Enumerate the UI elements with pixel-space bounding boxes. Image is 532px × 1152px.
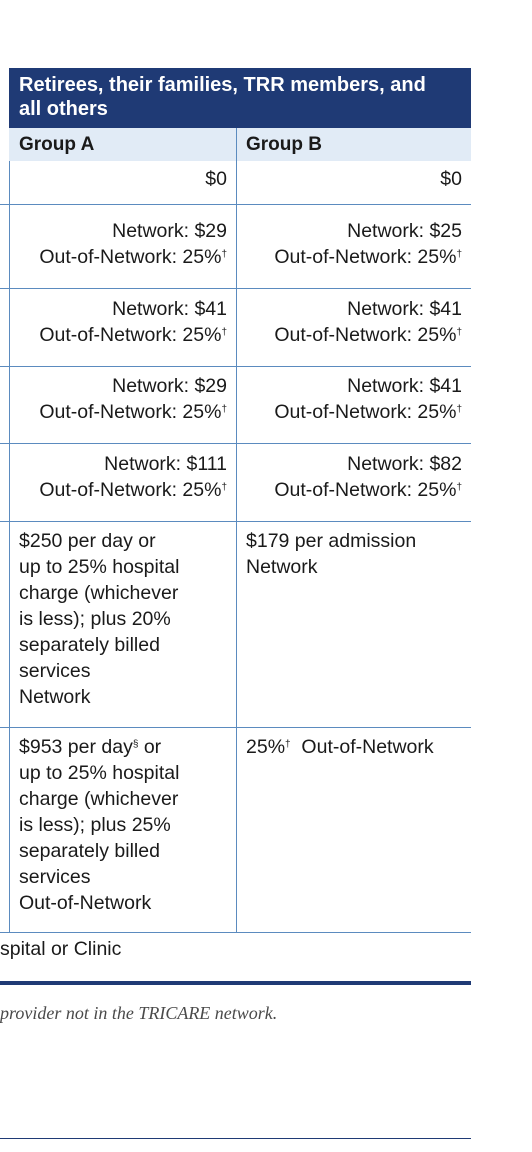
cell-text: Out-of-Network: 25%†	[274, 324, 462, 346]
cell-text-tail: or	[138, 736, 162, 758]
column-header-row: Group A Group B	[9, 128, 471, 161]
table-cell: Network: $41 Out-of-Network: 25%†	[9, 296, 227, 348]
row-divider	[0, 288, 471, 289]
row-divider	[0, 204, 471, 205]
footnote-marker: †	[456, 482, 462, 493]
cell-text: Network: $29	[112, 375, 227, 397]
cell-text: separately billed	[19, 840, 160, 862]
cell-text: Network: $25	[347, 220, 462, 242]
cell-text: $0	[205, 168, 227, 190]
footer-row-label: spital or Clinic	[0, 938, 122, 960]
cell-text: Network: $41	[347, 375, 462, 397]
cell-text: 25%† Out-of-Network	[246, 734, 466, 760]
cell-text: Network: $111	[104, 453, 227, 475]
bottom-rule	[0, 1138, 471, 1139]
cell-text-tail: Out-of-Network	[290, 736, 434, 758]
table-cell: $0	[9, 166, 227, 192]
cell-text: $0	[440, 168, 462, 190]
table-cell: Network: $111 Out-of-Network: 25%†	[9, 451, 227, 503]
footnote-marker: †	[221, 249, 227, 260]
row-divider	[0, 932, 471, 933]
cell-text: Out-of-Network: 25%†	[39, 246, 227, 268]
cell-text: Network: $41	[347, 298, 462, 320]
cell-text: Network	[246, 556, 318, 578]
table-cell: Network: $41 Out-of-Network: 25%†	[236, 296, 462, 348]
footnote-marker: †	[221, 482, 227, 493]
footnote-marker: †	[456, 249, 462, 260]
cell-text-main: $953 per day	[19, 736, 133, 758]
header-title-line1: Retirees, their families, TRR members, a…	[19, 74, 426, 96]
footnote-marker: †	[285, 739, 291, 750]
footnote-text: provider not in the TRICARE network.	[0, 1003, 278, 1023]
table-cell: Network: $25 Out-of-Network: 25%†	[236, 218, 462, 270]
table-cell: Network: $82 Out-of-Network: 25%†	[236, 451, 462, 503]
cell-text: Out-of-Network: 25%†	[274, 246, 462, 268]
cell-text: charge (whichever	[19, 788, 179, 810]
cell-text: $179 per admission	[246, 530, 417, 552]
row-divider	[0, 366, 471, 367]
column-header-group-a: Group A	[19, 134, 95, 155]
row-divider	[0, 443, 471, 444]
cell-text: services	[19, 866, 91, 888]
header-title-line2: all others	[19, 98, 108, 120]
column-header-group-b: Group B	[246, 134, 322, 155]
table-cell: Network: $41 Out-of-Network: 25%†	[236, 373, 462, 425]
table-cell: $250 per day or up to 25% hospital charg…	[19, 528, 229, 710]
table-cell: 25%† Out-of-Network	[246, 734, 466, 760]
cell-text: Network: $41	[112, 298, 227, 320]
cell-text: up to 25% hospital	[19, 762, 180, 784]
footnote-marker: §	[132, 739, 139, 750]
cell-text: $953 per day§ or	[19, 734, 229, 760]
cell-text: Out-of-Network: 25%†	[274, 479, 462, 501]
cell-text: Out-of-Network	[19, 892, 152, 914]
footnote-marker: †	[456, 404, 462, 415]
footnote-marker: †	[221, 404, 227, 415]
cell-text: Network: $29	[112, 220, 227, 242]
cell-text: Out-of-Network: 25%†	[39, 401, 227, 423]
table-cell: $0	[236, 166, 462, 192]
cell-text: charge (whichever	[19, 582, 179, 604]
left-border	[9, 161, 10, 932]
table-cell: Network: $29 Out-of-Network: 25%†	[9, 218, 227, 270]
cell-text: up to 25% hospital	[19, 556, 180, 578]
cell-text: services	[19, 660, 91, 682]
cell-text: Out-of-Network: 25%†	[274, 401, 462, 423]
footnote-marker: †	[221, 327, 227, 338]
cell-text: Network	[19, 686, 91, 708]
section-rule	[0, 981, 471, 985]
footnote-marker: †	[456, 327, 462, 338]
cell-text: $250 per day or	[19, 530, 156, 552]
cell-text: Out-of-Network: 25%†	[39, 479, 227, 501]
cell-text: Network: $82	[347, 453, 462, 475]
row-divider	[0, 727, 471, 728]
cell-text: separately billed	[19, 634, 160, 656]
table-cell: $953 per day§ or up to 25% hospital char…	[19, 734, 229, 916]
table-cell: $179 per admission Network	[246, 528, 466, 580]
table-header: Retirees, their families, TRR members, a…	[9, 68, 471, 128]
cell-text-main: 25%	[246, 736, 286, 758]
column-divider	[236, 128, 237, 932]
table-cell: Network: $29 Out-of-Network: 25%†	[9, 373, 227, 425]
cell-text: Out-of-Network: 25%†	[39, 324, 227, 346]
cell-text: is less); plus 25%	[19, 814, 171, 836]
cell-text: is less); plus 20%	[19, 608, 171, 630]
row-divider	[0, 521, 471, 522]
